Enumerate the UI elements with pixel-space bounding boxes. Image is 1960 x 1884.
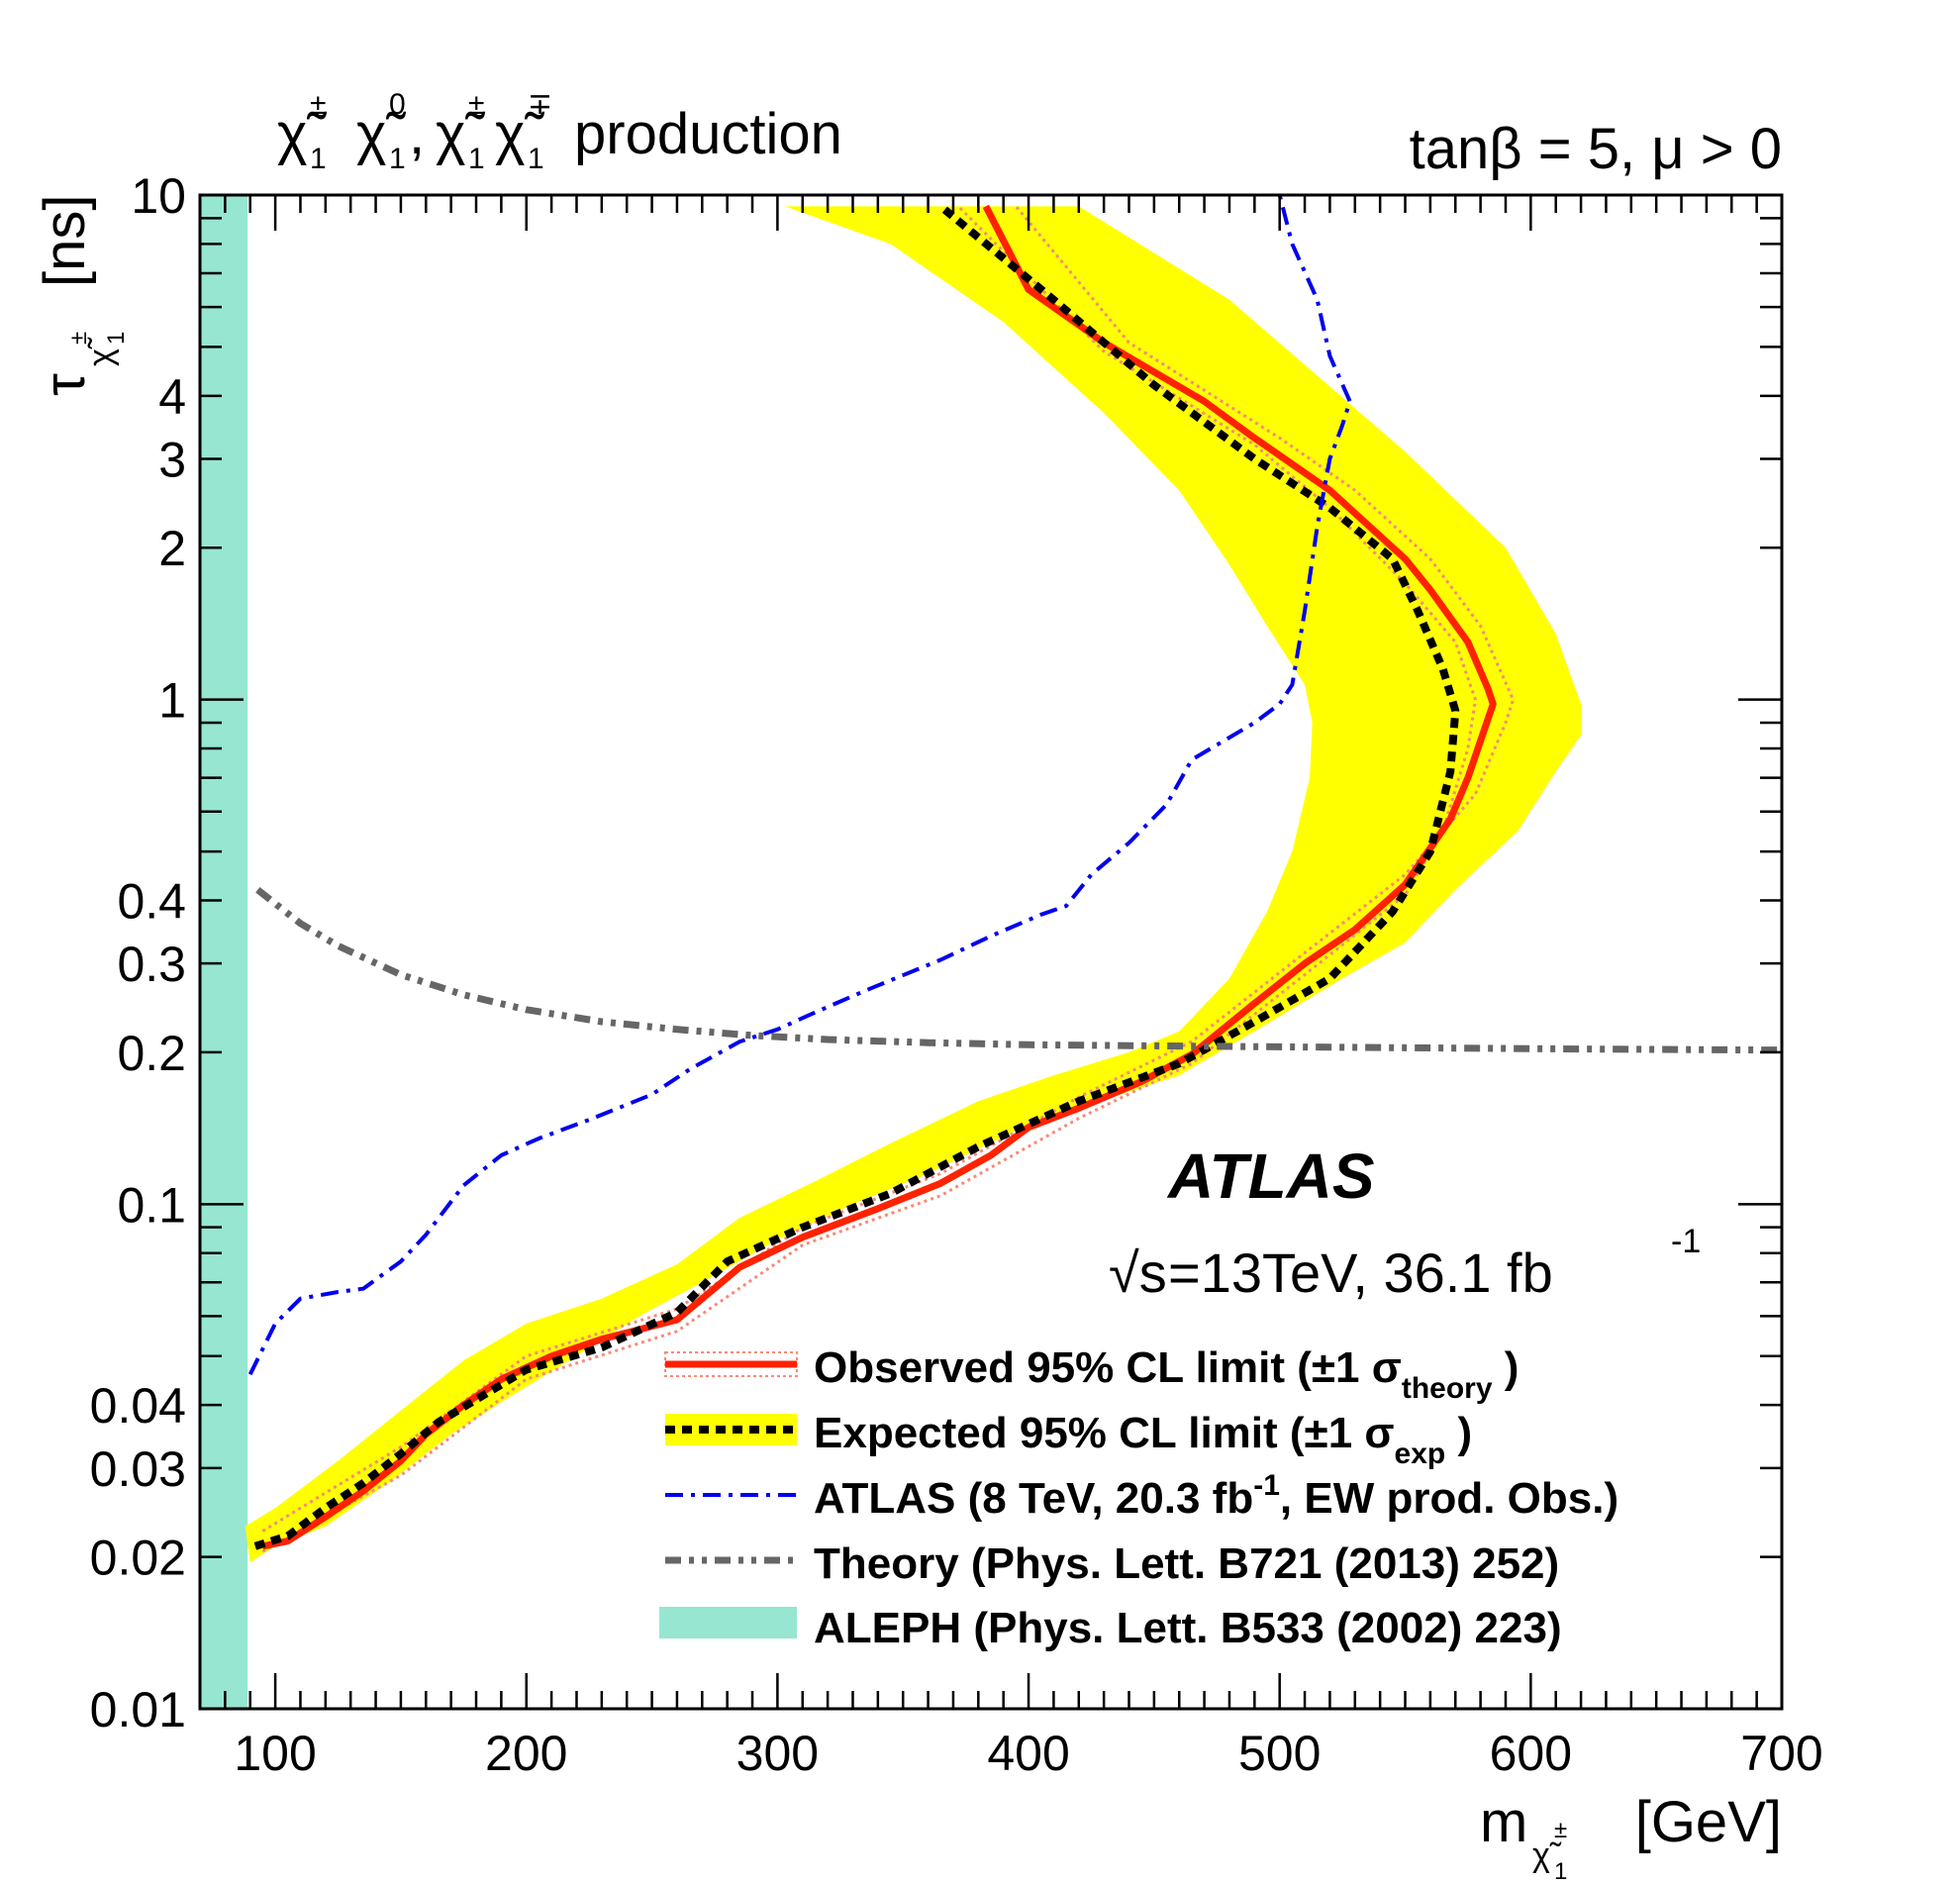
- x-tick-label: 700: [1740, 1726, 1822, 1781]
- plot-frame: [200, 195, 1782, 1709]
- title-chi-2-sub: 1: [389, 143, 406, 175]
- x-axis-title-sub-sub: 1: [1554, 1858, 1567, 1884]
- y-tick-label: 1: [158, 673, 186, 729]
- legend-entry-4: ALEPH (Phys. Lett. B533 (2002) 223): [814, 1604, 1562, 1652]
- x-tick-label: 400: [987, 1726, 1069, 1781]
- y-tick-label: 10: [131, 168, 186, 224]
- aleph-band: [200, 195, 248, 1709]
- expected-band: [245, 206, 1582, 1563]
- legend-tail: , EW prod. Obs.): [1280, 1474, 1618, 1523]
- title-chi-3-sup: ±: [468, 88, 484, 121]
- y-axis-title-sub-sup: ±: [65, 332, 92, 345]
- x-tick-label: 100: [234, 1726, 316, 1781]
- title-chi-4-sup: ∓: [528, 88, 552, 121]
- title-chi-4-sub: 1: [528, 143, 544, 175]
- series-line-3: [253, 203, 1460, 1550]
- series-line-4: [247, 195, 1352, 1376]
- legend: Observed 95% CL limit (±1 σtheory )Expec…: [659, 1343, 1618, 1652]
- legend-aleph-swatch: [659, 1607, 797, 1638]
- title-chi-2-sup: 0: [389, 88, 406, 121]
- y-tick-label: 0.01: [90, 1682, 186, 1737]
- y-tick-label: 0.4: [117, 873, 186, 929]
- title-text: production: [574, 102, 842, 166]
- y-axis-title-base: τ: [33, 373, 97, 396]
- energy-sqrt: √s: [1109, 1241, 1167, 1304]
- legend-main: Expected 95% CL limit (±1 σ: [814, 1409, 1395, 1457]
- x-axis-title-unit: [GeV]: [1635, 1790, 1782, 1854]
- y-axis-title-sub-sub: 1: [103, 332, 130, 345]
- legend-entry-0: Observed 95% CL limit (±1 σtheory ): [814, 1343, 1519, 1405]
- y-tick-label: 0.1: [117, 1177, 186, 1233]
- series-line-1: [261, 205, 1516, 1533]
- y-tick-label: 3: [158, 432, 186, 487]
- y-tick-label: 0.2: [117, 1026, 186, 1081]
- title-chi-3-sub: 1: [468, 143, 485, 175]
- y-tick-label: 4: [158, 369, 186, 425]
- legend-entry-2: ATLAS (8 TeV, 20.3 fb-1, EW prod. Obs.): [814, 1469, 1618, 1523]
- energy-lumi-exponent: -1: [1671, 1223, 1701, 1260]
- x-axis-title-base: m: [1480, 1790, 1527, 1854]
- legend-sub: theory: [1402, 1372, 1493, 1405]
- title-chi-1-sup: ±: [310, 88, 326, 121]
- legend-sup: -1: [1253, 1469, 1280, 1502]
- chart-title: χ̃ ± 1 χ̃ 0 1 , χ̃ ± 1 χ̃ ∓ 1 production: [277, 88, 842, 175]
- y-tick-label: 0.02: [90, 1531, 186, 1586]
- legend-main: ATLAS (8 TeV, 20.3 fb: [814, 1474, 1253, 1523]
- series-line-5: [255, 886, 1782, 1054]
- y-tick-label: 2: [158, 521, 186, 576]
- x-tick-label: 600: [1490, 1726, 1572, 1781]
- legend-entry-1: Expected 95% CL limit (±1 σexp ): [814, 1409, 1472, 1470]
- plot-area: [200, 195, 1782, 1709]
- plot-content: [200, 195, 1782, 1709]
- title-comma: ,: [409, 102, 425, 166]
- energy-lumi-label: √s =13TeV, 36.1 fb -1: [1109, 1223, 1701, 1304]
- x-tick-label: 500: [1238, 1726, 1321, 1781]
- legend-main: Observed 95% CL limit (±1 σ: [814, 1343, 1402, 1392]
- y-tick-label: 0.03: [90, 1441, 186, 1497]
- energy-lumi-text: =13TeV, 36.1 fb: [1168, 1241, 1553, 1304]
- y-axis-title-unit: [ns]: [33, 195, 97, 288]
- x-tick-label: 200: [485, 1726, 567, 1781]
- experiment-label: ATLAS: [1166, 1140, 1375, 1212]
- x-axis-title: m χ̃ ± 1 [GeV]: [1480, 1790, 1782, 1884]
- legend-sub: exp: [1395, 1438, 1446, 1470]
- x-axis-title-sub-sup: ±: [1554, 1817, 1567, 1843]
- legend-tail: ): [1493, 1343, 1519, 1392]
- y-axis-title: τ χ̃ ± 1 [ns]: [33, 195, 130, 397]
- plot-border: [198, 193, 1784, 1711]
- chart-subtitle: tanβ = 5, μ > 0: [1410, 117, 1782, 181]
- legend-main: Theory (Phys. Lett. B721 (2013) 252): [814, 1539, 1559, 1588]
- series-line-2: [261, 205, 1477, 1553]
- y-tick-label: 0.3: [117, 937, 186, 992]
- y-tick-label: 0.04: [90, 1378, 186, 1434]
- legend-main: ALEPH (Phys. Lett. B533 (2002) 223): [814, 1604, 1562, 1652]
- axis-ticks: 100 200 300 400 500 600 700 0.01 0.02 0.03 0.04 0.1…: [90, 168, 1823, 1781]
- x-tick-label: 300: [736, 1726, 819, 1781]
- legend-entry-3: Theory (Phys. Lett. B721 (2013) 252): [814, 1539, 1559, 1588]
- title-chi-1-sub: 1: [310, 143, 327, 175]
- legend-tail: ): [1445, 1409, 1472, 1457]
